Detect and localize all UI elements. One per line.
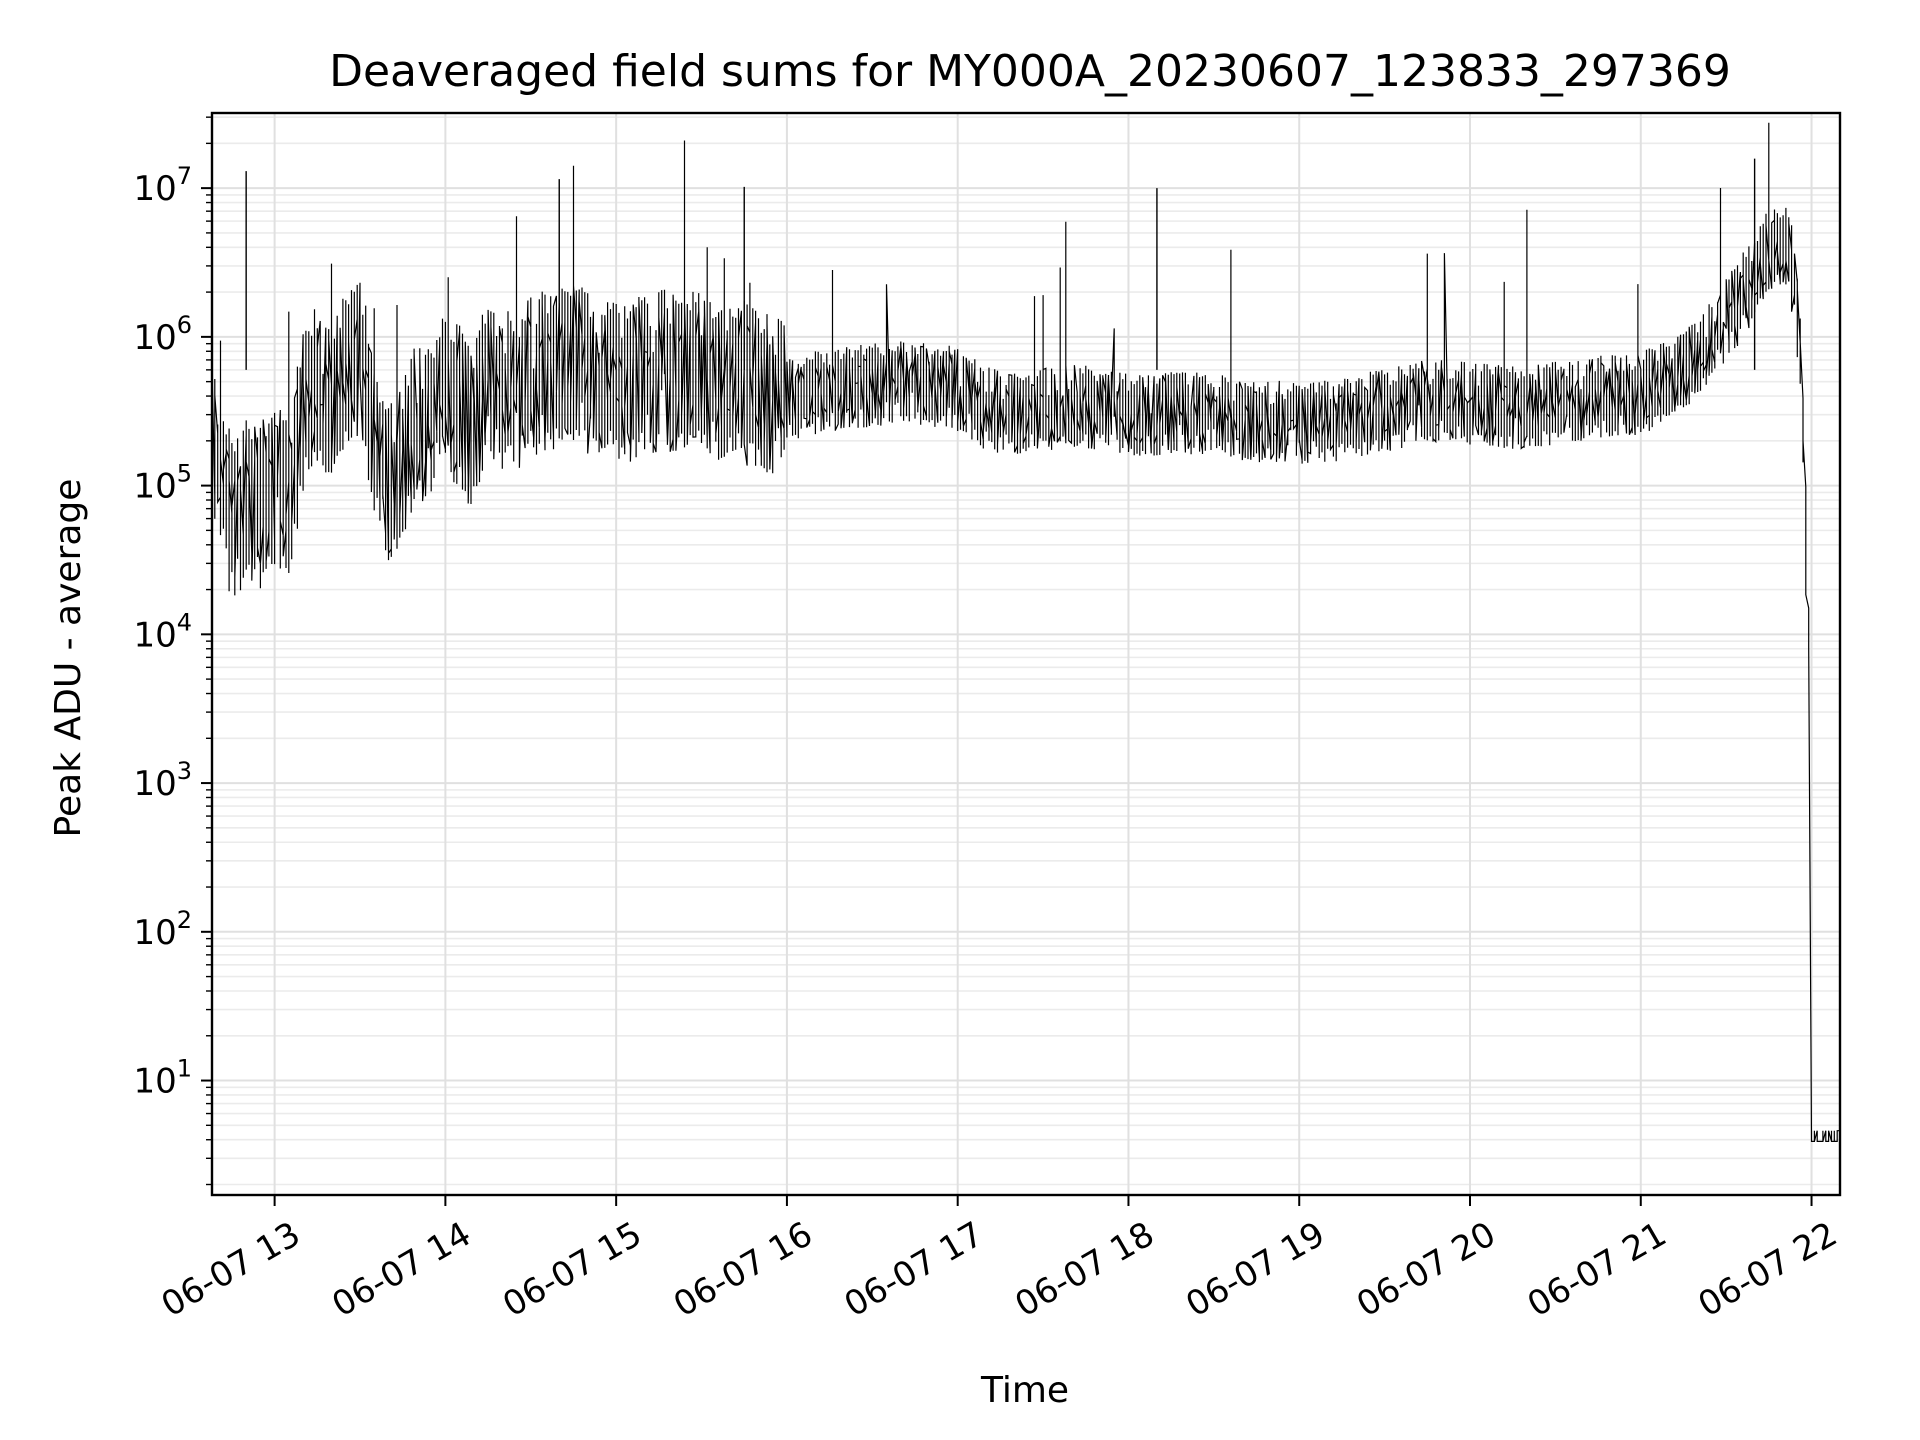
x-tick-label: 06-07 17	[838, 1214, 990, 1325]
x-tick-label: 06-07 22	[1692, 1214, 1844, 1325]
y-tick-label: 104	[133, 608, 192, 655]
chart-title: Deaveraged field sums for MY000A_2023060…	[329, 46, 1731, 97]
grid	[212, 113, 1840, 1195]
x-tick-label: 06-07 19	[1179, 1214, 1331, 1325]
x-tick-label: 06-07 15	[496, 1214, 648, 1325]
x-tick-label: 06-07 13	[155, 1214, 307, 1325]
x-tick-label: 06-07 20	[1350, 1214, 1502, 1325]
y-tick-label: 107	[133, 162, 192, 209]
x-tick-label: 06-07 18	[1009, 1214, 1161, 1325]
x-tick-label: 06-07 16	[667, 1214, 819, 1325]
y-tick-label: 105	[133, 460, 192, 507]
x-tick-label: 06-07 21	[1521, 1214, 1673, 1325]
plot-frame	[210, 111, 1842, 1197]
y-tick-label: 102	[133, 906, 192, 953]
data-series-line	[211, 122, 1840, 1142]
x-tick-label: 06-07 14	[325, 1214, 477, 1325]
y-tick-label: 106	[133, 311, 192, 358]
y-axis-label: Peak ADU - average	[48, 479, 89, 838]
y-tick-label: 103	[133, 757, 192, 804]
y-tick-label: 101	[133, 1055, 192, 1102]
x-axis-label: Time	[980, 1370, 1069, 1411]
series-layer	[211, 122, 1840, 1142]
